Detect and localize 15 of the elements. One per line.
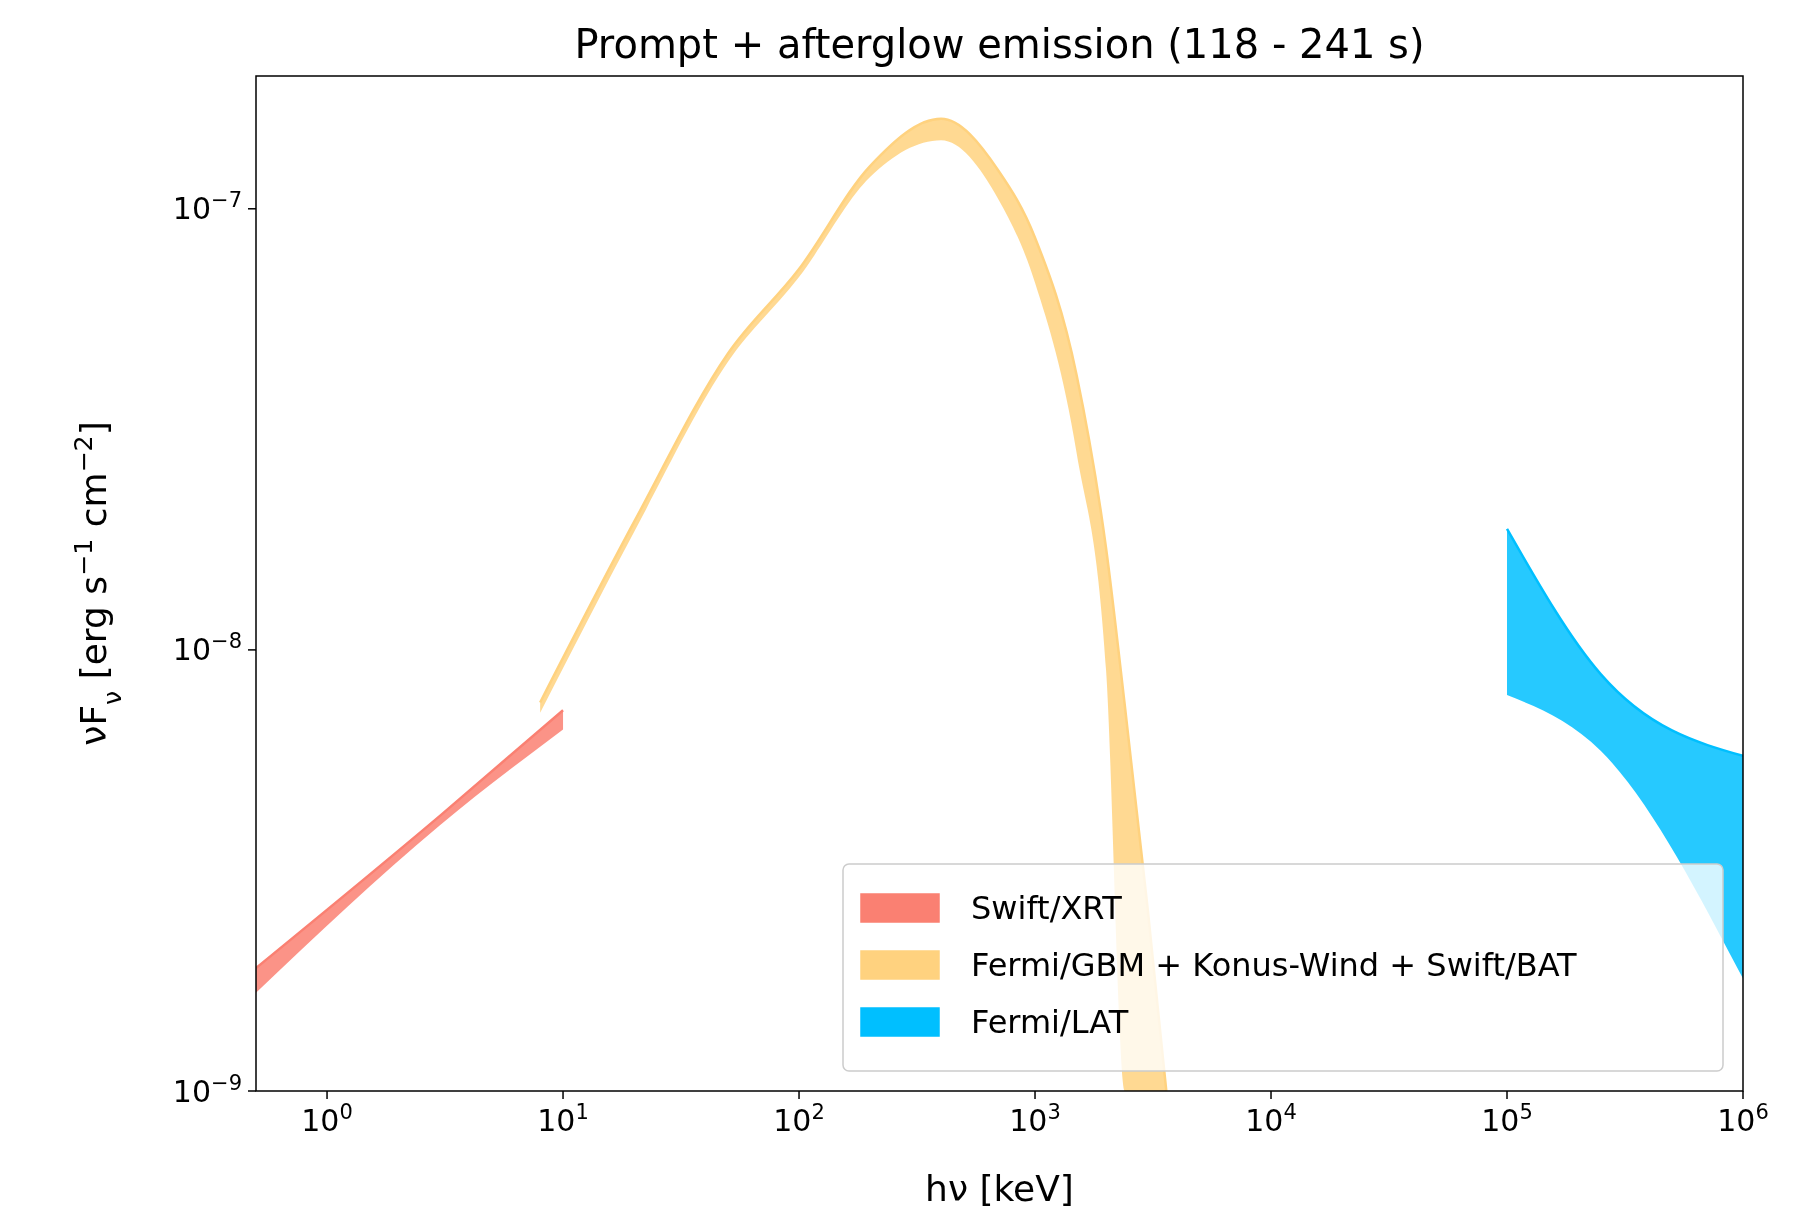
y-tick-label: 10$^{−7}$ [172,188,242,227]
x-axis-title: hν [keV] [925,1168,1074,1209]
x-tick-label: 10$^{3}$ [1009,1100,1061,1138]
legend-label: Fermi/LAT [971,1003,1129,1042]
x-tick-label: 10$^{4}$ [1245,1100,1297,1138]
legend-label: Fermi/GBM + Konus-Wind + Swift/BAT [971,946,1578,985]
legend-label: Swift/XRT [971,889,1123,928]
x-tick-label: 10$^{2}$ [773,1100,825,1138]
x-tick-label: 10$^{6}$ [1717,1100,1769,1138]
y-tick-label: 10$^{−8}$ [172,629,242,668]
x-tick-label: 10$^{0}$ [301,1100,353,1138]
chart-title: Prompt + afterglow emission (118 - 241 s) [574,21,1425,67]
x-tick-label: 10$^{5}$ [1481,1100,1533,1138]
x-tick-label: 10$^{1}$ [537,1100,589,1138]
y-tick-label: 10$^{−9}$ [172,1070,242,1109]
